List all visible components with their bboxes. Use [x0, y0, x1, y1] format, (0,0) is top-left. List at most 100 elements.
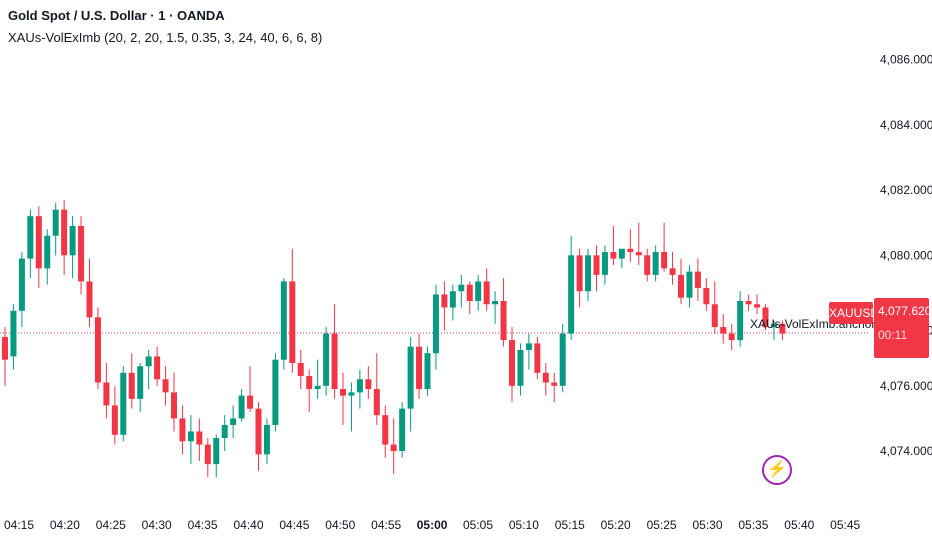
candle-body	[154, 356, 161, 380]
price-tick-label: 4,076.000	[880, 379, 932, 393]
price-axis[interactable]: 4,086.000 4,084.000 4,082.000 4,080.000 4,07…	[880, 53, 932, 458]
candle-body	[618, 248, 625, 259]
candle-body	[221, 424, 228, 439]
candle-body	[441, 294, 448, 308]
candle-body	[568, 255, 575, 334]
candle-body	[390, 444, 397, 452]
candle-body	[652, 252, 659, 275]
candle-body	[399, 408, 406, 452]
candle-body	[120, 372, 127, 435]
bar-countdown: 00:11	[878, 328, 908, 342]
candle-body	[213, 438, 220, 465]
candle-body	[432, 294, 439, 354]
candle-body	[340, 389, 346, 396]
time-tick-label: 04:50	[325, 518, 355, 532]
time-tick-label: 05:10	[509, 518, 539, 532]
time-tick-label: 04:20	[50, 518, 80, 532]
candle-body	[644, 255, 651, 275]
price-tick-label: 4,080.000	[880, 248, 932, 262]
candle-body	[551, 382, 558, 386]
time-tick-label: 04:35	[188, 518, 218, 532]
candle-body	[137, 366, 144, 399]
candle-body	[694, 271, 701, 288]
time-tick-label: 04:45	[279, 518, 309, 532]
candle-body	[18, 258, 25, 311]
candle-body	[171, 392, 177, 419]
time-tick-label: 05:30	[692, 518, 722, 532]
time-tick-label: 04:55	[371, 518, 401, 532]
candle-body	[407, 346, 414, 409]
candle-body	[2, 336, 8, 360]
candle-body	[593, 255, 600, 275]
candle-body	[449, 291, 456, 308]
candle-body	[179, 418, 186, 442]
time-tick-label: 05:35	[738, 518, 768, 532]
candle-body	[745, 300, 752, 305]
chart-title: Gold Spot / U.S. Dollar · 1 · OANDA	[8, 8, 225, 23]
candle-body	[779, 323, 786, 334]
candle-body	[576, 255, 583, 292]
candle-body	[525, 343, 532, 350]
candle-body	[78, 225, 85, 282]
current-price-value: 4,077.620	[878, 304, 932, 318]
candle-body	[770, 323, 777, 328]
candle-body	[534, 343, 541, 373]
candle-body	[145, 356, 152, 367]
candle-body	[10, 310, 17, 357]
candle-body	[661, 252, 668, 269]
time-tick-label: 05:15	[555, 518, 585, 532]
candle-body	[517, 349, 524, 386]
time-tick-label: 05:40	[784, 518, 814, 532]
symbol-badge[interactable]: XAUUSD	[829, 302, 879, 324]
candle-body	[466, 284, 473, 301]
candle-body	[52, 209, 59, 236]
candle-body	[686, 271, 693, 298]
candle-body	[728, 333, 735, 341]
candle-body	[69, 225, 76, 256]
candle-body	[509, 340, 515, 386]
candle-body	[86, 281, 93, 318]
candles-group	[2, 199, 786, 478]
candle-body	[754, 304, 761, 308]
candle-body	[373, 389, 380, 416]
candle-body	[585, 255, 592, 292]
candle-body	[103, 382, 110, 406]
candle-body	[314, 385, 321, 390]
candle-body	[542, 372, 549, 383]
candle-body	[458, 284, 465, 292]
candle-body	[365, 379, 372, 390]
lightning-bolt-icon[interactable]: ⚡	[762, 455, 792, 485]
time-tick-label: 04:25	[96, 518, 126, 532]
time-tick-label: 05:05	[463, 518, 493, 532]
candle-body	[711, 304, 718, 328]
candle-body	[247, 395, 254, 409]
candle-body	[669, 268, 676, 275]
time-tick-label: 04:15	[4, 518, 34, 532]
candle-body	[196, 431, 203, 445]
candle-body	[111, 405, 118, 435]
candle-body	[263, 424, 270, 455]
time-tick-label: 05:00	[417, 518, 448, 532]
candle-body	[500, 300, 507, 341]
candle-body	[475, 281, 482, 301]
candle-body	[94, 317, 101, 383]
candle-body	[323, 333, 330, 386]
candle-body	[356, 379, 363, 393]
candle-body	[238, 395, 245, 419]
candle-body	[483, 281, 490, 305]
candle-body	[720, 327, 727, 334]
indicator-legend[interactable]: XAUs-VolExImb (20, 2, 20, 1.5, 0.35, 3, …	[8, 30, 323, 45]
time-tick-label: 05:20	[601, 518, 631, 532]
candle-body	[762, 307, 769, 328]
candle-body	[187, 431, 194, 442]
candle-body	[61, 209, 68, 256]
candle-body	[289, 281, 296, 363]
time-axis[interactable]: 04:15 04:20 04:25 04:30 04:35 04:40 04:45 04:50…	[4, 518, 861, 532]
candle-body	[331, 333, 338, 390]
candle-body	[230, 418, 237, 425]
price-tick-label: 4,084.000	[880, 118, 932, 132]
current-price-badge: 4,077.620 00:11	[874, 298, 932, 358]
price-tick-label: 4,082.000	[880, 183, 932, 197]
candle-body	[737, 300, 744, 341]
